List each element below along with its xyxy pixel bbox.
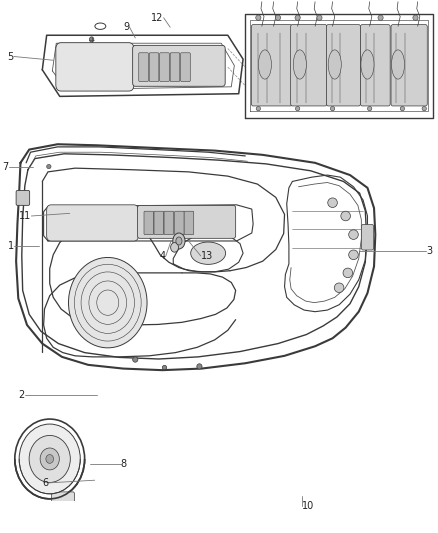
FancyBboxPatch shape [138, 205, 236, 238]
Ellipse shape [296, 107, 300, 111]
Ellipse shape [89, 37, 94, 42]
Ellipse shape [392, 50, 405, 79]
FancyBboxPatch shape [144, 211, 154, 235]
FancyBboxPatch shape [11, 502, 98, 523]
FancyBboxPatch shape [360, 25, 390, 106]
Ellipse shape [29, 435, 71, 482]
Ellipse shape [68, 257, 147, 348]
FancyBboxPatch shape [326, 25, 360, 106]
FancyBboxPatch shape [175, 211, 184, 235]
FancyBboxPatch shape [251, 25, 292, 106]
FancyBboxPatch shape [56, 43, 134, 91]
FancyBboxPatch shape [160, 53, 170, 82]
Text: 3: 3 [427, 246, 432, 255]
Ellipse shape [328, 198, 337, 207]
Ellipse shape [95, 23, 106, 29]
Ellipse shape [256, 107, 261, 111]
Text: 2: 2 [18, 390, 25, 400]
Ellipse shape [293, 50, 306, 79]
FancyBboxPatch shape [133, 45, 225, 86]
Ellipse shape [341, 211, 350, 221]
Ellipse shape [133, 357, 138, 362]
Text: 4: 4 [160, 251, 166, 261]
FancyBboxPatch shape [149, 53, 159, 82]
Ellipse shape [349, 230, 358, 239]
Ellipse shape [173, 233, 185, 249]
FancyBboxPatch shape [154, 211, 164, 235]
Ellipse shape [276, 15, 281, 20]
Ellipse shape [162, 366, 167, 369]
Text: 11: 11 [19, 211, 32, 221]
Ellipse shape [295, 15, 300, 20]
Ellipse shape [19, 424, 80, 494]
FancyBboxPatch shape [170, 53, 180, 82]
FancyBboxPatch shape [184, 211, 194, 235]
FancyBboxPatch shape [180, 53, 190, 82]
Text: 13: 13 [201, 251, 213, 261]
Ellipse shape [413, 15, 418, 20]
FancyBboxPatch shape [47, 205, 138, 241]
Ellipse shape [422, 107, 427, 111]
Ellipse shape [361, 50, 374, 79]
Ellipse shape [343, 268, 353, 278]
FancyBboxPatch shape [139, 53, 148, 82]
FancyBboxPatch shape [164, 211, 174, 235]
Ellipse shape [256, 15, 261, 20]
Ellipse shape [46, 455, 53, 463]
FancyBboxPatch shape [52, 492, 74, 508]
Text: 7: 7 [3, 161, 9, 172]
Ellipse shape [191, 242, 226, 264]
FancyBboxPatch shape [16, 190, 30, 205]
Ellipse shape [334, 283, 344, 293]
Ellipse shape [197, 364, 202, 369]
Ellipse shape [15, 419, 85, 499]
Ellipse shape [40, 448, 59, 470]
FancyBboxPatch shape [361, 224, 374, 250]
Ellipse shape [400, 107, 405, 111]
FancyBboxPatch shape [391, 25, 427, 106]
Text: 9: 9 [124, 22, 130, 33]
Ellipse shape [330, 107, 335, 111]
Ellipse shape [171, 243, 178, 252]
Ellipse shape [176, 237, 182, 245]
Ellipse shape [328, 50, 341, 79]
Text: 1: 1 [8, 241, 14, 251]
Text: 12: 12 [151, 13, 164, 23]
Ellipse shape [367, 107, 372, 111]
Text: 8: 8 [121, 459, 127, 469]
Text: 5: 5 [8, 52, 14, 61]
Ellipse shape [349, 250, 358, 260]
FancyBboxPatch shape [291, 25, 327, 106]
Text: 6: 6 [43, 478, 49, 488]
Ellipse shape [317, 15, 322, 20]
Ellipse shape [47, 165, 51, 168]
Ellipse shape [378, 15, 383, 20]
Text: 10: 10 [302, 500, 314, 511]
Ellipse shape [258, 50, 272, 79]
